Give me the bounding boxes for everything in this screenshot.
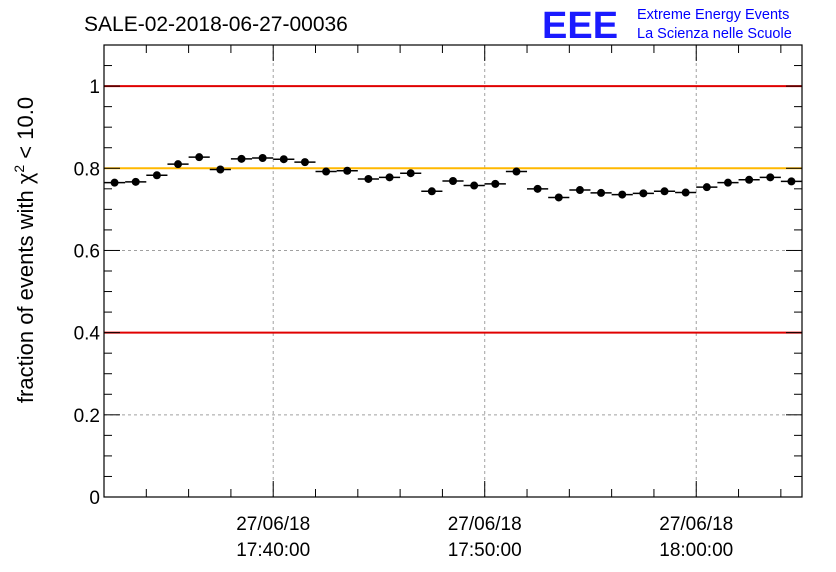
marker xyxy=(343,166,352,175)
marker xyxy=(174,160,183,169)
x-tick-label: 27/06/18 17:40:00 xyxy=(236,514,310,561)
y-tick-label: 0.8 xyxy=(74,159,100,180)
data-point xyxy=(484,179,506,188)
marker xyxy=(110,178,119,187)
data-point xyxy=(104,178,126,187)
y-axis-label: fraction of events with χ2 < 10.0 xyxy=(11,97,38,403)
data-point xyxy=(188,153,210,162)
data-point xyxy=(294,158,316,167)
marker xyxy=(385,173,394,182)
data-point xyxy=(675,188,697,197)
marker xyxy=(449,177,457,186)
threshold-lines xyxy=(104,85,802,334)
y-axis-label-suffix: < 10.0 xyxy=(13,97,38,165)
data-point xyxy=(548,193,570,202)
x-tick-time: 17:40:00 xyxy=(236,540,310,561)
data-point xyxy=(527,184,549,193)
marker xyxy=(639,189,648,198)
data-point xyxy=(442,177,464,186)
axes xyxy=(103,44,803,498)
grid xyxy=(104,45,802,497)
y-tick-labels: 0 0.2 0.4 0.6 0.8 1 xyxy=(74,77,101,509)
data-point xyxy=(336,166,358,175)
data-points xyxy=(104,153,802,202)
marker xyxy=(512,167,521,176)
marker xyxy=(427,187,436,196)
marker xyxy=(660,187,669,196)
chart-title: SALE-02-2018-06-27-00036 xyxy=(84,13,348,36)
marker xyxy=(533,184,542,193)
y-tick-label: 0.4 xyxy=(74,324,101,345)
marker xyxy=(470,181,479,190)
marker xyxy=(406,169,415,178)
marker xyxy=(745,175,754,184)
x-tick-time: 18:00:00 xyxy=(659,540,733,561)
data-point xyxy=(696,183,718,192)
marker xyxy=(131,177,140,186)
y-axis-label-sup: 2 xyxy=(11,165,27,173)
data-point xyxy=(421,187,443,196)
data-point xyxy=(738,175,760,184)
marker xyxy=(258,154,267,162)
eee-logo: EEE Extreme Energy Events La Scienza nel… xyxy=(542,5,792,47)
x-tick-date: 27/06/18 xyxy=(236,514,310,535)
data-point xyxy=(378,173,401,182)
data-point xyxy=(590,188,612,197)
marker xyxy=(702,183,711,192)
y-tick-label: 0.6 xyxy=(74,241,100,262)
y-tick-label: 0.2 xyxy=(74,406,100,427)
y-tick-label: 0 xyxy=(89,488,100,509)
x-tick-date: 27/06/18 xyxy=(659,514,733,535)
y-tick-label: 1 xyxy=(89,77,100,98)
data-point xyxy=(230,154,253,163)
marker xyxy=(195,153,204,162)
data-point xyxy=(759,173,781,182)
data-point xyxy=(569,186,591,195)
data-point xyxy=(125,177,147,186)
marker xyxy=(618,190,627,199)
x-tick-label: 27/06/18 17:50:00 xyxy=(448,514,522,561)
marker xyxy=(364,174,373,183)
x-tick-labels: 27/06/1817:40:0027/06/1817:50:0027/06/18… xyxy=(236,514,733,561)
x-tick-time: 17:50:00 xyxy=(448,540,522,561)
data-point xyxy=(717,178,739,187)
marker xyxy=(766,173,775,182)
x-tick-date: 27/06/18 xyxy=(448,514,522,535)
logo-mark: EEE xyxy=(542,5,618,47)
data-point xyxy=(146,171,168,180)
data-point xyxy=(400,169,422,178)
data-point xyxy=(632,189,654,198)
x-tick-label: 27/06/18 18:00:00 xyxy=(659,514,733,561)
data-point xyxy=(167,160,189,169)
marker xyxy=(216,165,225,174)
marker xyxy=(491,179,500,188)
y-axis-label-prefix: fraction of events with χ xyxy=(13,172,38,403)
data-point xyxy=(252,154,274,162)
marker xyxy=(237,154,246,163)
marker xyxy=(322,167,331,176)
data-point xyxy=(611,190,633,199)
data-point xyxy=(209,165,231,174)
data-point xyxy=(505,167,528,176)
marker xyxy=(681,188,690,197)
marker xyxy=(300,158,309,167)
data-point xyxy=(273,155,295,164)
logo-line1: Extreme Energy Events xyxy=(637,7,789,23)
data-point xyxy=(315,167,337,176)
marker xyxy=(152,171,161,180)
data-point xyxy=(780,177,802,186)
logo-line2: La Scienza nelle Scuole xyxy=(637,26,792,42)
marker xyxy=(279,155,288,164)
data-point xyxy=(653,187,676,196)
marker xyxy=(723,178,732,187)
marker xyxy=(575,186,584,195)
plot-frame xyxy=(103,44,803,498)
data-point xyxy=(463,181,485,190)
marker xyxy=(554,193,563,202)
data-point xyxy=(357,174,379,183)
marker xyxy=(787,177,796,186)
marker xyxy=(597,188,606,197)
